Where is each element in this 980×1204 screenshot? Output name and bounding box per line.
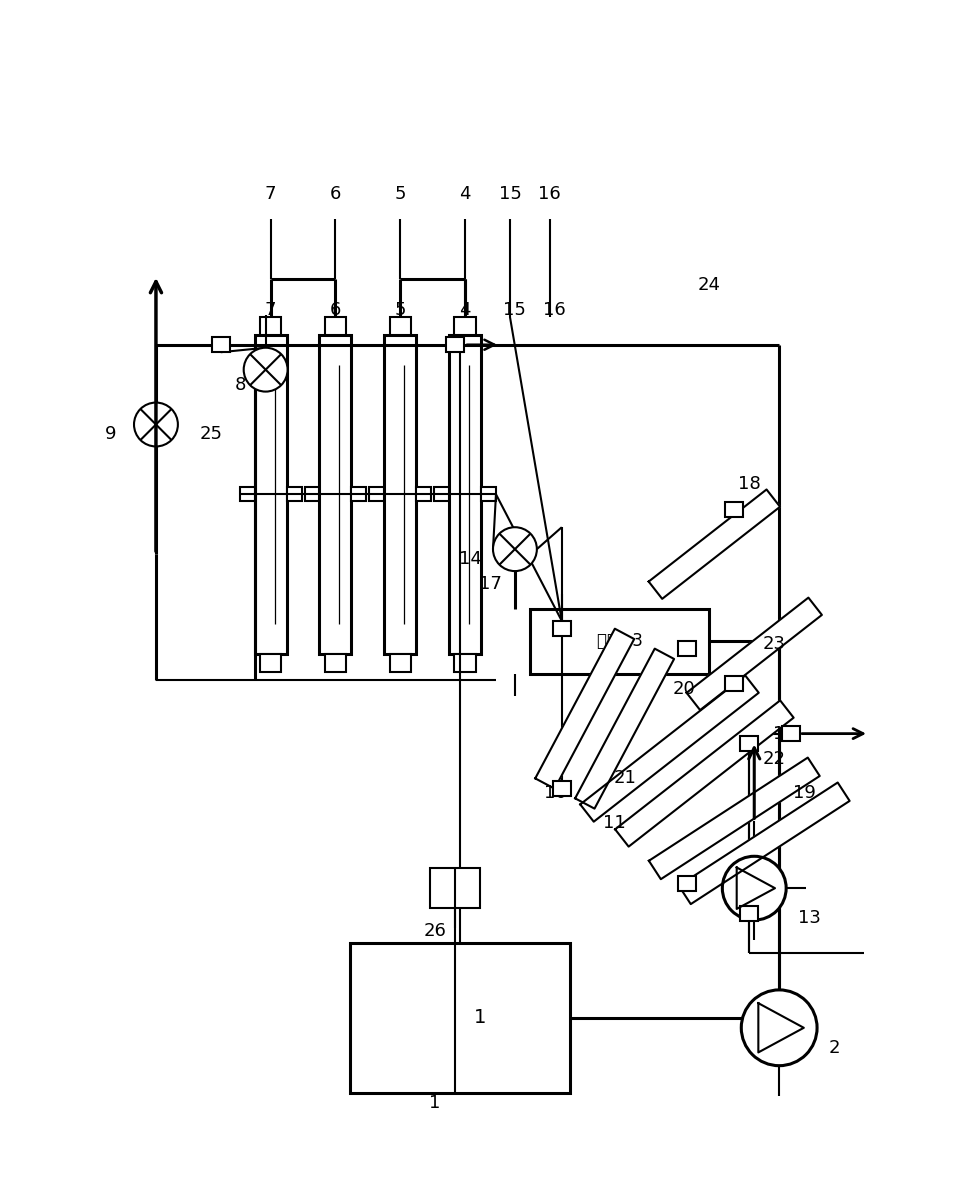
Bar — [351, 943, 569, 1092]
Text: 4: 4 — [460, 301, 470, 319]
Text: 5: 5 — [395, 185, 406, 203]
Bar — [212, 337, 229, 353]
Bar — [678, 875, 697, 891]
Bar — [324, 317, 346, 335]
Bar — [446, 337, 465, 353]
Bar — [324, 654, 346, 672]
Text: 20: 20 — [673, 680, 696, 698]
Text: 6: 6 — [329, 301, 341, 319]
Text: 9: 9 — [105, 425, 117, 443]
Bar — [455, 654, 475, 672]
Bar — [434, 488, 449, 501]
Polygon shape — [649, 757, 819, 879]
Text: 23: 23 — [762, 635, 786, 653]
Bar — [481, 488, 496, 501]
Polygon shape — [649, 490, 780, 598]
Bar — [740, 736, 759, 751]
Text: 16: 16 — [544, 301, 566, 319]
Bar — [369, 488, 384, 501]
Text: 13: 13 — [798, 909, 820, 927]
Text: 10: 10 — [544, 785, 566, 802]
Text: 25: 25 — [199, 425, 222, 443]
Text: 15: 15 — [504, 301, 526, 319]
Circle shape — [244, 348, 287, 391]
Text: 11: 11 — [604, 814, 626, 832]
Bar — [319, 335, 352, 654]
Bar — [255, 335, 286, 654]
Bar — [430, 868, 480, 908]
Polygon shape — [580, 675, 759, 821]
Text: 21: 21 — [613, 769, 636, 787]
Text: 15: 15 — [499, 185, 521, 203]
Text: 4: 4 — [460, 185, 470, 203]
Circle shape — [493, 527, 537, 571]
Bar — [782, 726, 800, 742]
Polygon shape — [615, 701, 794, 846]
Bar — [553, 781, 570, 796]
Circle shape — [722, 856, 786, 920]
Bar — [305, 488, 319, 501]
Circle shape — [134, 402, 178, 447]
Text: 18: 18 — [738, 476, 760, 494]
Text: 26: 26 — [423, 922, 447, 940]
Bar — [740, 905, 759, 921]
Text: 7: 7 — [265, 185, 276, 203]
Bar — [384, 335, 416, 654]
Text: 1: 1 — [429, 1093, 441, 1111]
Text: 22: 22 — [762, 750, 786, 768]
Text: 5: 5 — [395, 301, 406, 319]
Polygon shape — [679, 783, 850, 904]
Text: 12: 12 — [772, 725, 796, 743]
Bar — [455, 317, 475, 335]
Bar — [260, 654, 281, 672]
Text: 24: 24 — [698, 276, 721, 294]
Bar — [678, 642, 697, 656]
Bar — [260, 317, 281, 335]
Text: 8: 8 — [235, 376, 246, 394]
Text: 17: 17 — [478, 576, 502, 594]
Bar — [390, 654, 411, 672]
Bar — [416, 488, 431, 501]
Polygon shape — [575, 649, 674, 809]
Text: 6: 6 — [329, 185, 341, 203]
Bar — [725, 677, 743, 691]
Text: 7: 7 — [265, 301, 276, 319]
Bar — [449, 335, 481, 654]
Polygon shape — [687, 597, 822, 710]
Text: 1: 1 — [474, 1008, 486, 1027]
Bar — [286, 488, 302, 501]
Text: 2: 2 — [828, 1039, 840, 1057]
Text: 14: 14 — [459, 550, 481, 568]
Bar — [390, 317, 411, 335]
Text: 加振器 3: 加振器 3 — [597, 632, 643, 650]
Bar — [352, 488, 367, 501]
Bar — [240, 488, 255, 501]
Bar — [553, 621, 570, 637]
Text: 16: 16 — [538, 185, 562, 203]
Bar — [725, 502, 743, 517]
Text: 19: 19 — [793, 785, 815, 802]
Polygon shape — [535, 628, 634, 789]
Circle shape — [741, 990, 817, 1066]
Bar — [530, 609, 710, 674]
